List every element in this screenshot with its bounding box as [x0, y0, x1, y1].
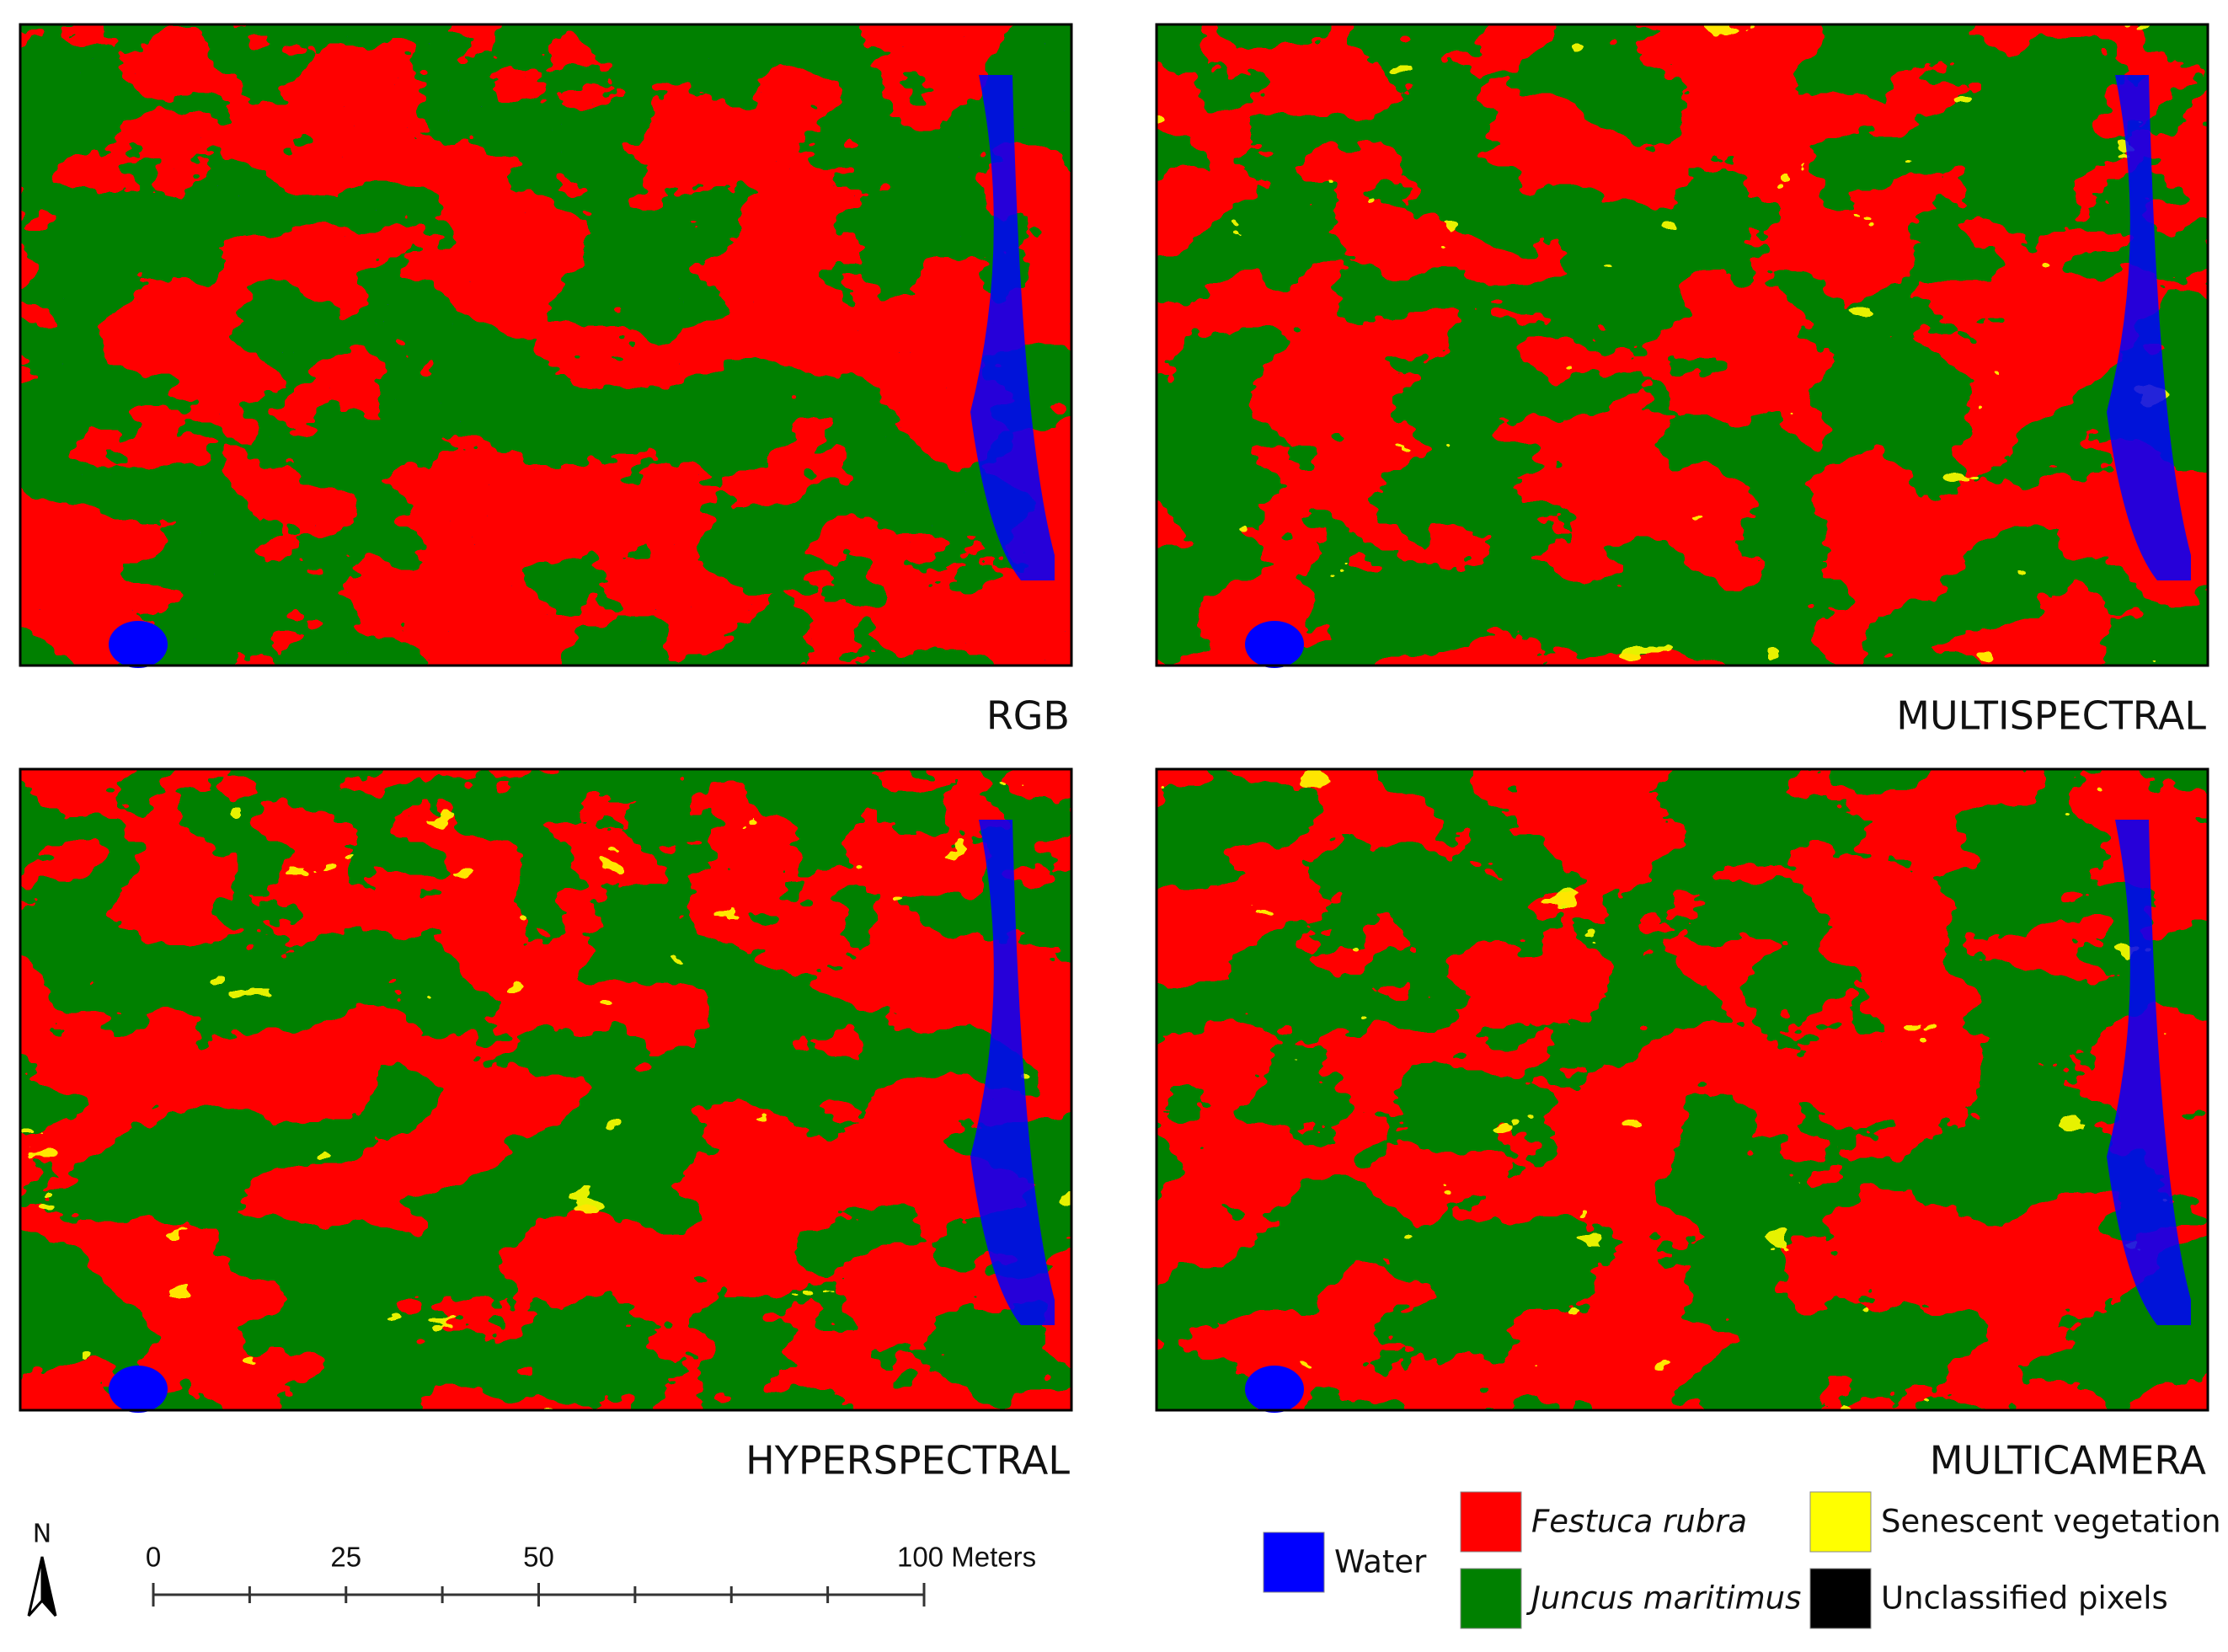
panel-label: MULTISPECTRAL — [1896, 693, 2206, 739]
panels: RGB MULTISPECTRAL HYPERSPECTRAL MULTICAMERA — [19, 23, 2209, 1484]
legend-swatch — [1460, 1568, 1522, 1629]
scale-label: 0 — [146, 1542, 161, 1573]
map-water — [970, 820, 1055, 1325]
map-panel: MULTICAMERA — [1155, 767, 2209, 1484]
scale-label: 100 Meters — [897, 1542, 1036, 1573]
map-frame — [1155, 23, 2209, 667]
map-frame — [1155, 767, 2209, 1412]
map-frame — [19, 767, 1073, 1412]
panel-label: MULTICAMERA — [1930, 1438, 2207, 1484]
map-water — [2107, 820, 2191, 1325]
panel-label: RGB — [986, 693, 1070, 739]
map-class-senescent — [1157, 24, 2208, 666]
scale-bar: 0 25 50 100 Meters — [146, 1542, 1036, 1607]
scale-label: 50 — [523, 1542, 554, 1573]
legend-swatch — [1263, 1532, 1325, 1593]
map-frame — [19, 23, 1073, 667]
map-water — [109, 1366, 168, 1413]
legend: Water Festuca rubra Juncus maritimus Senesc… — [1263, 1491, 2221, 1629]
legend-label: Senescent vegetation — [1881, 1504, 2221, 1540]
map-water — [109, 621, 168, 668]
legend-label: Festuca rubra — [1531, 1504, 1747, 1540]
map-class-senescent — [1157, 769, 2208, 1410]
north-arrow: N — [27, 1520, 57, 1617]
panel-label: HYPERSPECTRAL — [745, 1438, 1070, 1484]
map-class-senescent — [20, 769, 1071, 1410]
map-noise — [20, 24, 1071, 666]
legend-label: Juncus maritimus — [1525, 1580, 1801, 1617]
map-panel: HYPERSPECTRAL — [19, 767, 1073, 1484]
legend-label: Unclassified pixels — [1881, 1580, 2168, 1617]
legend-swatch — [1809, 1568, 1872, 1629]
map-panel: RGB — [19, 23, 1073, 739]
scale-label: 25 — [330, 1542, 361, 1573]
legend-swatch — [1809, 1491, 1872, 1553]
map-panel: MULTISPECTRAL — [1155, 23, 2209, 739]
north-label: N — [33, 1520, 51, 1549]
legend-swatch — [1460, 1491, 1522, 1553]
map-water — [2107, 75, 2191, 580]
map-water — [1245, 1366, 1304, 1413]
map-water — [970, 75, 1055, 580]
map-water — [1245, 621, 1304, 668]
legend-label: Water — [1334, 1544, 1427, 1580]
